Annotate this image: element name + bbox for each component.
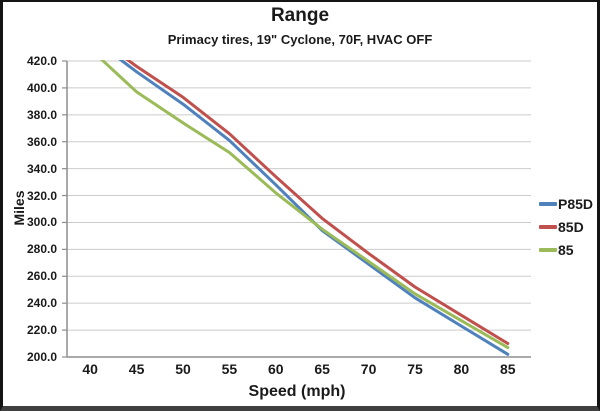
chart-title: Range <box>270 5 330 26</box>
legend-label: 85D <box>558 219 584 235</box>
legend-swatch-icon <box>539 225 557 229</box>
legend-item-p85d: P85D <box>539 195 593 213</box>
y-tick-label: 420.0 <box>26 54 57 68</box>
x-tick-label: 80 <box>453 361 470 377</box>
legend-swatch-icon <box>539 202 557 206</box>
y-tick-label: 200.0 <box>26 350 57 364</box>
series-line-85d <box>125 60 510 345</box>
x-tick-label: 85 <box>500 361 516 377</box>
y-tick-label: 380.0 <box>26 107 57 122</box>
x-axis-title: Speed (mph) <box>248 383 346 400</box>
y-tick-label: 360.0 <box>26 134 57 149</box>
plot-area <box>62 60 531 358</box>
x-tick-label: 45 <box>128 361 145 377</box>
legend-label: 85 <box>558 242 574 258</box>
legend-label: P85D <box>558 196 594 212</box>
y-tick-label: 400.0 <box>26 80 57 95</box>
chart-subtitle: Primacy tires, 19" Cyclone, 70F, HVAC OF… <box>167 32 433 47</box>
legend: P85D 85D 85 <box>539 195 593 259</box>
y-tick-label: 260.0 <box>26 269 57 284</box>
y-tick-label: 220.0 <box>26 323 57 338</box>
x-tick-label: 40 <box>82 361 98 377</box>
x-tick-label: 60 <box>268 361 284 377</box>
y-tick-label: 240.0 <box>26 296 57 311</box>
y-axis-title: Miles <box>11 190 27 226</box>
x-tick-label: 70 <box>360 361 377 377</box>
y-tick-label: 320.0 <box>26 188 57 203</box>
x-tick-label: 65 <box>314 361 330 377</box>
legend-item-85: 85 <box>539 241 593 259</box>
x-tick-label: 50 <box>175 361 191 377</box>
series-line-85 <box>99 60 510 350</box>
x-tick-label: 55 <box>221 361 238 377</box>
series-line-p85d <box>118 60 510 356</box>
legend-item-85d: 85D <box>539 218 593 236</box>
legend-swatch-icon <box>539 248 557 252</box>
x-tick-label: 75 <box>407 361 423 377</box>
y-tick-label: 340.0 <box>26 161 57 176</box>
y-tick-label: 300.0 <box>26 215 57 230</box>
y-tick-label: 280.0 <box>26 242 57 257</box>
